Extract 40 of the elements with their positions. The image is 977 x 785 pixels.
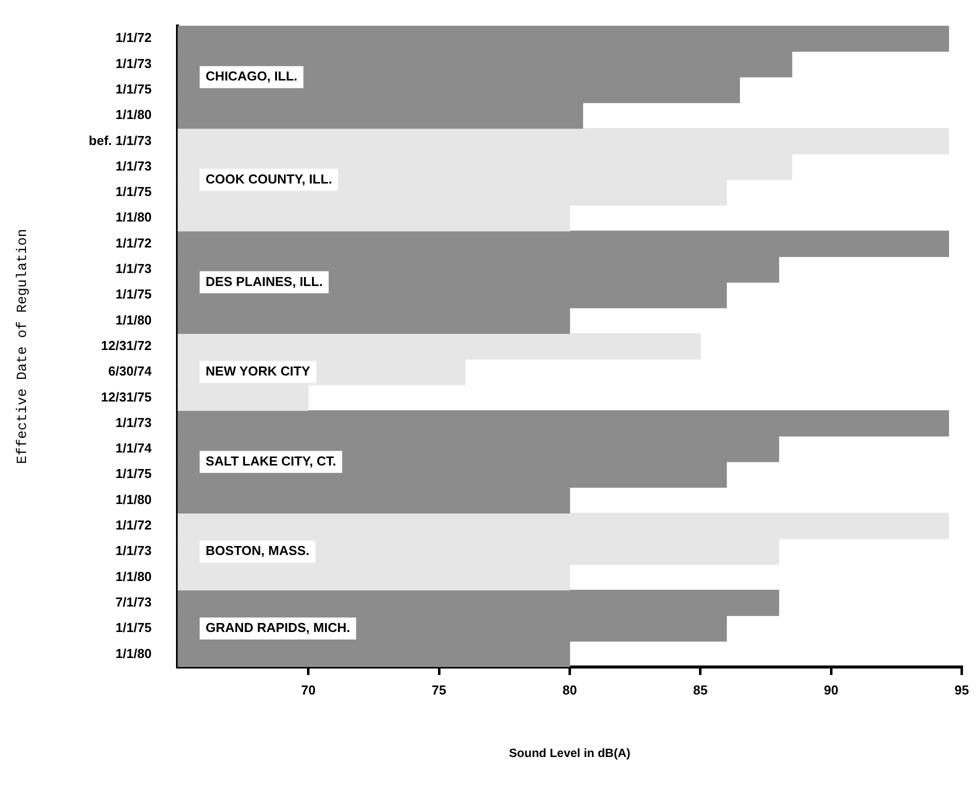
x-axis-title: Sound Level in dB(A) <box>509 746 630 760</box>
y-tick-label: 1/1/80 <box>116 107 152 122</box>
y-tick-label: 1/1/73 <box>116 261 152 276</box>
y-tick-label: 1/1/75 <box>116 620 152 636</box>
series-label: DES PLAINES, ILL. <box>206 274 323 289</box>
y-tick-label: 12/31/72 <box>101 338 152 353</box>
y-tick-label: 1/1/74 <box>116 440 152 456</box>
y-tick-label: bef. 1/1/73 <box>88 132 152 148</box>
y-tick-label: 1/1/73 <box>116 158 152 174</box>
y-tick-label: 6/30/74 <box>108 364 152 379</box>
y-tick-label: 1/1/80 <box>116 646 152 661</box>
x-tick-label: 95 <box>954 682 970 698</box>
y-tick-label: 1/1/72 <box>116 518 152 533</box>
y-axis-title: Effective Date of Regulation <box>15 228 32 464</box>
series-label: GRAND RAPIDS, MICH. <box>206 620 350 636</box>
series-label: COOK COUNTY, ILL. <box>206 171 332 186</box>
y-tick-label: 1/1/75 <box>116 184 152 200</box>
y-tick-label: 1/1/72 <box>116 30 152 46</box>
y-tick-label: 12/31/75 <box>101 389 152 404</box>
y-tick-label: 7/1/73 <box>116 594 152 610</box>
y-tick-label: 1/1/72 <box>116 235 152 250</box>
series-label: BOSTON, MASS. <box>206 543 310 558</box>
y-tick-label: 1/1/73 <box>116 414 152 430</box>
y-tick-label: 1/1/75 <box>116 286 152 302</box>
y-tick-label: 1/1/80 <box>116 210 152 225</box>
series-label: NEW YORK CITY <box>206 364 310 379</box>
y-tick-label: 1/1/73 <box>116 56 152 71</box>
y-tick-label: 1/1/73 <box>116 543 152 558</box>
x-tick-label: 90 <box>824 682 838 698</box>
y-tick-label: 1/1/75 <box>116 82 152 96</box>
x-tick-label: 75 <box>432 682 446 698</box>
y-tick-label: 1/1/75 <box>116 466 152 482</box>
x-tick-label: 70 <box>301 682 316 698</box>
x-tick-label: 80 <box>562 682 577 698</box>
y-tick-label: 1/1/80 <box>116 312 152 328</box>
y-tick-label: 1/1/80 <box>116 568 152 584</box>
x-tick-label: 85 <box>693 682 708 698</box>
y-tick-label: 1/1/80 <box>116 492 152 507</box>
series-label: SALT LAKE CITY, CT. <box>206 453 336 468</box>
series-label: CHICAGO, ILL. <box>206 68 298 84</box>
